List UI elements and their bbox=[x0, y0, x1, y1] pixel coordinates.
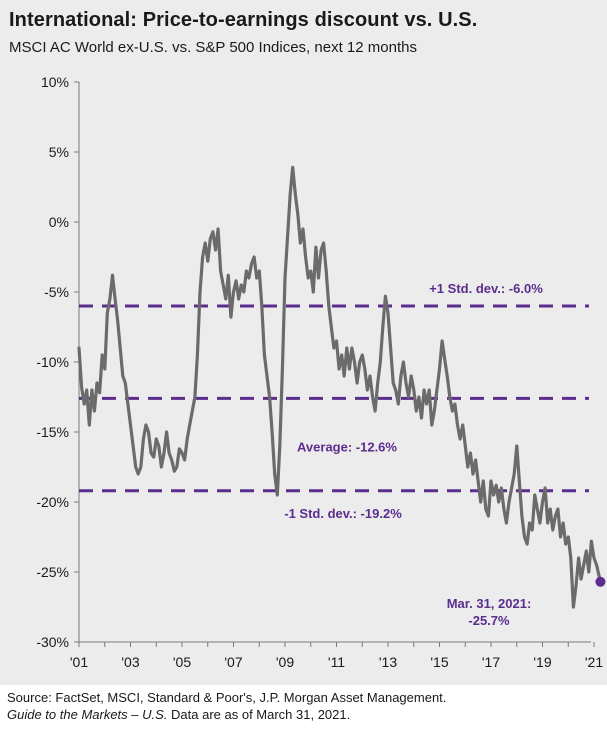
y-tick-label: 0% bbox=[49, 214, 69, 230]
reference-lines: +1 Std. dev.: -6.0% Average: -12.6% -1 Std… bbox=[79, 281, 589, 521]
x-tick-label: '21 bbox=[585, 654, 603, 670]
guide-date: Data are as of March 31, 2021. bbox=[167, 707, 351, 722]
footer: Source: FactSet, MSCI, Standard & Poor's… bbox=[7, 689, 446, 723]
y-tick-label: 5% bbox=[49, 144, 69, 160]
guide-note: Guide to the Markets – U.S. Data are as … bbox=[7, 706, 446, 723]
reference-label: Average: -12.6% bbox=[297, 439, 397, 454]
y-tick-label: -5% bbox=[44, 284, 69, 300]
endpoint-label: Mar. 31, 2021: bbox=[447, 596, 532, 611]
y-tick-label: -25% bbox=[36, 564, 69, 580]
x-tick-label: '07 bbox=[224, 654, 242, 670]
series-line bbox=[77, 165, 602, 609]
y-tick-label: -20% bbox=[36, 494, 69, 510]
chart-title: International: Price-to-earnings discoun… bbox=[9, 9, 478, 31]
line-chart: 10% 5% 0% -5% -10% -15% -20% -25% -30% '01 '03 '05… bbox=[36, 74, 606, 670]
y-tick-label: -30% bbox=[36, 634, 69, 650]
chart-subtitle: MSCI AC World ex-U.S. vs. S&P 500 Indice… bbox=[9, 39, 417, 56]
x-tick-label: '13 bbox=[379, 654, 397, 670]
reference-label: +1 Std. dev.: -6.0% bbox=[429, 281, 543, 296]
x-tick-label: '17 bbox=[482, 654, 500, 670]
x-tick-label: '01 bbox=[70, 654, 88, 670]
y-tick-label: -10% bbox=[36, 354, 69, 370]
x-axis: '01 '03 '05 '07 '09 '11 '13 '15 '17 '19 '21 bbox=[70, 642, 603, 670]
x-tick-label: '15 bbox=[430, 654, 448, 670]
y-tick-label: 10% bbox=[41, 74, 69, 90]
y-tick-label: -15% bbox=[36, 424, 69, 440]
endpoint-marker bbox=[595, 576, 606, 587]
source-note: Source: FactSet, MSCI, Standard & Poor's… bbox=[7, 690, 447, 705]
x-tick-label: '03 bbox=[121, 654, 139, 670]
endpoint-value: -25.7% bbox=[468, 613, 510, 628]
x-tick-label: '05 bbox=[173, 654, 191, 670]
y-axis: 10% 5% 0% -5% -10% -15% -20% -25% -30% bbox=[36, 74, 79, 650]
x-tick-label: '19 bbox=[533, 654, 551, 670]
x-tick-label: '11 bbox=[328, 654, 345, 670]
chart-panel bbox=[0, 0, 607, 685]
x-tick-label: '09 bbox=[276, 654, 294, 670]
guide-title: Guide to the Markets – U.S. bbox=[7, 707, 168, 722]
reference-label: -1 Std. dev.: -19.2% bbox=[284, 506, 402, 521]
